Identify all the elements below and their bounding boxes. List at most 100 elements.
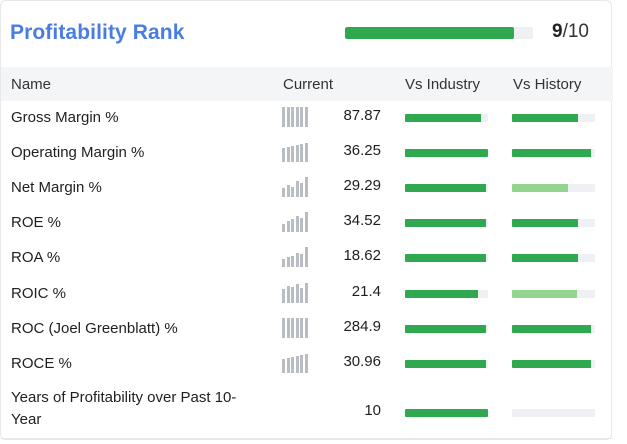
vs-history-bar-fill: [512, 149, 591, 157]
mini-bar-chart-icon[interactable]: [282, 177, 310, 197]
metric-name[interactable]: Gross Margin %: [11, 109, 119, 126]
sparkline-bar: [282, 188, 285, 197]
current-value: 36.25: [343, 142, 381, 159]
sparkline-bar: [282, 107, 285, 127]
vs-history-bar[interactable]: [512, 184, 595, 192]
vs-history-bar-fill: [512, 254, 579, 262]
table-row: Net Margin % 29.29: [1, 173, 613, 208]
sparkline-bar: [282, 224, 285, 232]
mini-bar-chart-icon[interactable]: [282, 142, 310, 162]
column-header-vs-history: Vs History: [513, 76, 582, 93]
sparkline-bar: [291, 219, 295, 232]
sparkline-bar: [295, 318, 299, 338]
vs-history-bar[interactable]: [512, 409, 595, 417]
sparkline-bar: [291, 146, 295, 162]
vs-history-bar[interactable]: [512, 360, 595, 368]
vs-industry-bar-fill: [405, 114, 482, 122]
vs-history-bar-fill: [512, 325, 591, 333]
sparkline-bar: [286, 107, 290, 127]
vs-history-bar[interactable]: [512, 290, 595, 298]
sparkline-bar: [300, 183, 304, 197]
table-row: Years of Profitability over Past 10-Year…: [1, 385, 613, 437]
current-value: 21.4: [351, 283, 381, 300]
sparkline-bar: [291, 357, 295, 373]
metric-name[interactable]: ROE %: [11, 214, 62, 231]
vs-history-bar[interactable]: [512, 254, 595, 262]
metric-name[interactable]: ROA %: [11, 249, 61, 266]
sparkline-bar: [305, 247, 308, 267]
vs-industry-bar[interactable]: [405, 360, 488, 368]
mini-bar-chart-icon[interactable]: [282, 283, 310, 303]
vs-industry-bar-fill: [405, 290, 479, 298]
sparkline-bar: [291, 318, 295, 338]
vs-industry-bar-fill: [405, 184, 486, 192]
card-header: Profitability Rank 9/10: [1, 1, 613, 65]
metric-name[interactable]: Years of Profitability over Past 10-Year: [11, 389, 237, 428]
current-value: 34.52: [343, 212, 381, 229]
vs-industry-bar[interactable]: [405, 325, 488, 333]
sparkline-bar: [286, 185, 290, 197]
sparkline-bar: [291, 256, 295, 267]
rank-score-denominator: /10: [562, 21, 589, 42]
vs-history-bar[interactable]: [512, 325, 595, 333]
vs-history-bar-fill: [512, 290, 577, 298]
mini-bar-chart-icon[interactable]: [282, 107, 310, 127]
metric-name[interactable]: Net Margin %: [11, 179, 102, 196]
sparkline-bar: [295, 284, 299, 303]
vs-industry-bar[interactable]: [405, 254, 488, 262]
sparkline-bar: [295, 356, 299, 373]
column-header-current: Current: [283, 76, 334, 93]
sparkline-bar: [286, 257, 290, 267]
table-row: Gross Margin % 87.87: [1, 103, 613, 138]
vs-history-bar-fill: [512, 114, 579, 122]
mini-bar-chart-icon[interactable]: [282, 318, 310, 338]
sparkline-bar: [300, 144, 304, 162]
vs-industry-bar[interactable]: [405, 149, 488, 157]
vs-industry-bar-fill: [405, 360, 486, 368]
vs-industry-bar-fill: [405, 254, 486, 262]
table-row: ROIC % 21.4: [1, 279, 613, 314]
rank-score-value: 9: [552, 21, 563, 42]
vs-industry-bar[interactable]: [405, 290, 488, 298]
sparkline-bar: [305, 354, 308, 373]
vs-industry-bar[interactable]: [405, 114, 488, 122]
metric-name[interactable]: ROIC %: [11, 285, 67, 302]
vs-history-bar-fill: [512, 219, 579, 227]
rank-bar: [345, 27, 533, 39]
vs-industry-bar[interactable]: [405, 219, 488, 227]
vs-history-bar[interactable]: [512, 149, 595, 157]
vs-industry-bar[interactable]: [405, 409, 488, 417]
page-title[interactable]: Profitability Rank: [10, 21, 185, 44]
column-header-vs-industry: Vs Industry: [405, 76, 481, 93]
sparkline-bar: [305, 318, 308, 338]
sparkline-bar: [300, 107, 304, 127]
vs-history-bar-fill: [512, 360, 591, 368]
profitability-rank-card: Profitability Rank 9/10 Name Current Vs …: [0, 0, 613, 440]
metric-name[interactable]: ROCE %: [11, 355, 72, 372]
mini-bar-chart-icon[interactable]: [282, 247, 310, 267]
mini-bar-chart-icon[interactable]: [282, 212, 310, 232]
table-row: ROCE % 30.96: [1, 349, 613, 384]
column-header-name: Name: [11, 76, 52, 93]
vs-industry-bar-fill: [405, 409, 488, 417]
vs-history-bar-fill: [512, 184, 569, 192]
mini-bar-chart-icon[interactable]: [282, 353, 310, 373]
sparkline-bar: [305, 212, 308, 232]
sparkline-bar: [305, 143, 308, 162]
table-row: ROC (Joel Greenblatt) % 284.9: [1, 314, 613, 349]
current-value: 87.87: [343, 107, 381, 124]
vs-history-bar[interactable]: [512, 114, 595, 122]
sparkline-bar: [282, 359, 285, 373]
vs-industry-bar-fill: [405, 219, 486, 227]
sparkline-bar: [286, 318, 290, 338]
metric-name[interactable]: Operating Margin %: [11, 144, 145, 161]
vs-industry-bar[interactable]: [405, 184, 488, 192]
sparkline-bar: [282, 289, 285, 303]
rank-bar-fill: [345, 27, 515, 39]
current-value: 29.29: [343, 177, 381, 194]
sparkline-bar: [295, 145, 299, 162]
sparkline-bar: [282, 259, 285, 267]
vs-history-bar[interactable]: [512, 219, 595, 227]
metric-name[interactable]: ROC (Joel Greenblatt) %: [11, 320, 178, 337]
table-row: ROE % 34.52: [1, 208, 613, 243]
